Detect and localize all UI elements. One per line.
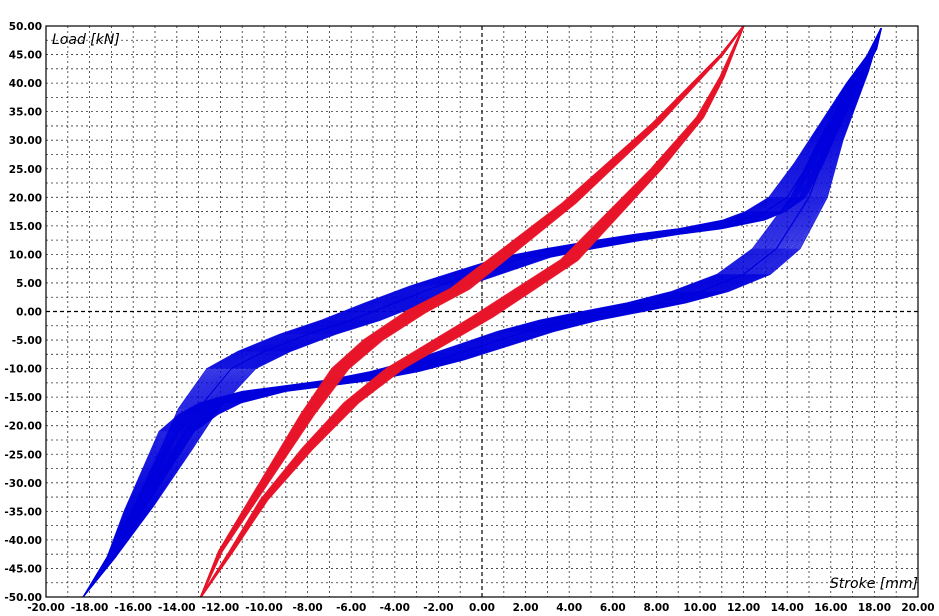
x-tick-label: 4.00 — [556, 602, 582, 614]
y-tick-label: 15.00 — [9, 221, 42, 233]
x-tick-label: -12.00 — [202, 602, 240, 614]
x-axis-title: Stroke [mm] — [830, 576, 918, 592]
y-axis-title: Load [kN] — [52, 32, 120, 48]
x-tick-label: -4.00 — [380, 602, 410, 614]
x-tick-label: 18.00 — [858, 602, 891, 614]
y-tick-label: -30.00 — [4, 478, 42, 490]
y-tick-label: 20.00 — [9, 192, 42, 204]
y-tick-label: -45.00 — [4, 563, 42, 575]
x-tick-label: 12.00 — [727, 602, 760, 614]
x-tick-label: -10.00 — [245, 602, 283, 614]
loop-cycle — [82, 28, 882, 598]
x-tick-labels: -20.00 -18.00 -16.00 -14.00 -12.00 -10.00 -8.0… — [27, 602, 934, 614]
y-tick-label: 50.00 — [9, 21, 42, 33]
y-tick-label: -20.00 — [4, 421, 42, 433]
y-tick-label: -35.00 — [4, 506, 42, 518]
y-tick-label: -25.00 — [4, 449, 42, 461]
y-tick-label: 35.00 — [9, 107, 42, 119]
y-tick-label: 10.00 — [9, 249, 42, 261]
x-tick-label: 6.00 — [600, 602, 626, 614]
y-tick-label: -5.00 — [12, 335, 42, 347]
y-tick-label: 25.00 — [9, 164, 42, 176]
y-tick-label: 45.00 — [9, 50, 42, 62]
x-tick-label: -8.00 — [292, 602, 322, 614]
x-tick-label: -20.00 — [27, 602, 65, 614]
y-tick-labels: 50.00 45.00 40.00 35.00 30.00 25.00 20.00 15.00… — [4, 21, 42, 604]
y-tick-label: 0.00 — [16, 307, 42, 319]
y-tick-label: 5.00 — [16, 278, 42, 290]
x-tick-label: 14.00 — [771, 602, 804, 614]
y-tick-label: -10.00 — [4, 364, 42, 376]
plot-frame — [45, 25, 919, 598]
x-tick-label: 0.00 — [469, 602, 495, 614]
y-tick-label: -15.00 — [4, 392, 42, 404]
series-2 — [200, 25, 745, 598]
series-layer — [82, 25, 882, 598]
x-tick-label: 2.00 — [513, 602, 539, 614]
x-tick-label: 8.00 — [643, 602, 669, 614]
x-tick-label: -16.00 — [114, 602, 152, 614]
loop-cycle — [200, 25, 745, 598]
x-tick-label: 16.00 — [814, 602, 847, 614]
x-tick-label: 20.00 — [901, 602, 934, 614]
y-tick-label: -40.00 — [4, 535, 42, 547]
y-tick-label: -50.00 — [4, 592, 42, 604]
y-tick-label: 30.00 — [9, 135, 42, 147]
x-tick-label: -2.00 — [423, 602, 453, 614]
y-tick-label: 40.00 — [9, 78, 42, 90]
x-tick-label: -6.00 — [336, 602, 366, 614]
x-tick-label: 10.00 — [683, 602, 716, 614]
x-tick-label: -18.00 — [71, 602, 109, 614]
x-tick-label: -14.00 — [158, 602, 196, 614]
